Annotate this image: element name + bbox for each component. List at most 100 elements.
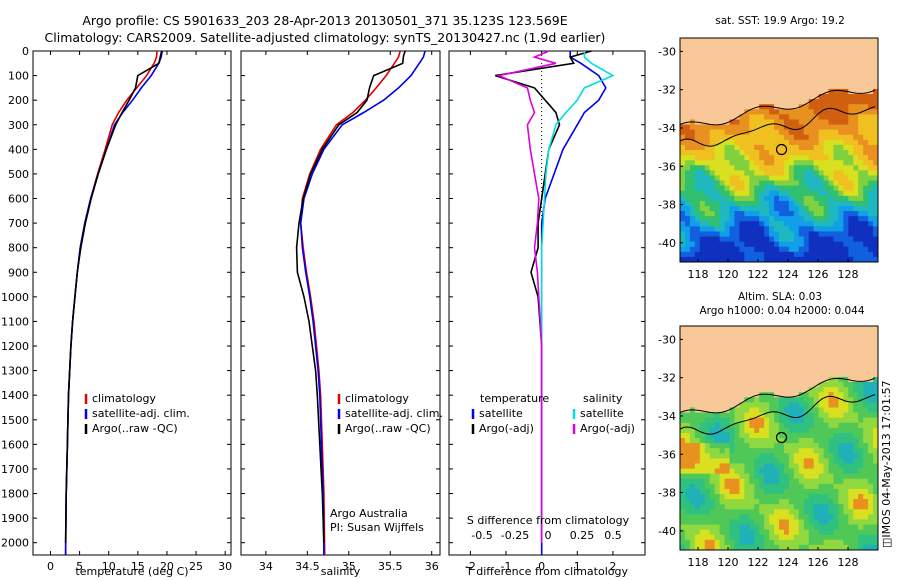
temperature-axis-label: temperature (deg C) (75, 565, 188, 578)
x-tick-label: 1 (574, 560, 581, 573)
sst-map-title: sat. SST: 19.9 Argo: 19.2 (715, 15, 845, 27)
x-tick-label: 35.5 (378, 560, 403, 573)
sla-lat-tick-label: -30 (658, 333, 676, 346)
depth-tick-label: 1800 (1, 488, 29, 501)
sla-map-frame (679, 325, 879, 551)
plot-frame-3 (448, 50, 646, 556)
depth-tick-label: 0 (22, 45, 29, 58)
temperature-legend-label: Argo(..raw -QC) (92, 422, 178, 435)
sst-lat-tick-label: -36 (658, 160, 676, 173)
depth-tick-label: 1900 (1, 512, 29, 525)
temperature-legend-label: climatology (92, 392, 156, 405)
depth-tick-label: 1500 (1, 414, 29, 427)
depth-tick-label: 1400 (1, 389, 29, 402)
x-tick-label: 36 (425, 560, 439, 573)
x-tick-label: 10 (102, 560, 116, 573)
salinity-legend-label: climatology (345, 392, 409, 405)
sla-lat-tick-label: -40 (658, 525, 676, 538)
depth-tick-label: 1000 (1, 291, 29, 304)
series-line-satellite-adj-clim- (299, 50, 426, 556)
profile-title: Argo profile: CS 5901633_203 28-Apr-2013… (82, 13, 568, 28)
depth-tick-label: 800 (8, 242, 29, 255)
sst-float-marker (775, 143, 788, 156)
sla-lon-tick-label: 128 (838, 556, 859, 569)
t-difference-axis-label: T difference from climatology (465, 565, 628, 578)
sst-lat-tick-label: -34 (658, 122, 676, 135)
sla-lat-tick-label: -32 (658, 372, 676, 385)
salinity-legend-label: satellite-adj. clim. (345, 407, 443, 420)
sst-map-frame (679, 37, 879, 263)
x-tick-label: 2 (609, 560, 616, 573)
sst-lat-tick-label: -40 (658, 237, 676, 250)
depth-tick-label: 1700 (1, 463, 29, 476)
imos-logo-icon: ◫ (880, 537, 893, 548)
temperature-legend-label: satellite-adj. clim. (92, 407, 190, 420)
plot-frame-2 (240, 50, 441, 556)
depth-tick-label: 900 (8, 266, 29, 279)
institution-note: Argo Australia (330, 507, 408, 520)
diff-salinity-legend-label: Argo(-adj) (580, 422, 635, 435)
diff-salinity-legend-label: satellite (580, 407, 624, 420)
depth-tick-label: 700 (8, 217, 29, 230)
x-tick-label: 0 (47, 560, 54, 573)
depth-tick-label: 100 (8, 70, 29, 83)
x-tick-label: -2 (465, 560, 476, 573)
x-tick-label: 34 (259, 560, 273, 573)
imos-timestamp: ◫IMOS 04-May-2013 17:01:57 (880, 380, 893, 548)
salinity-axis-label: salinity (321, 565, 361, 578)
depth-tick-label: 400 (8, 143, 29, 156)
series-line-argo-raw-qc- (295, 50, 406, 543)
x-tick-label: -1 (501, 560, 512, 573)
sla-lat-tick-label: -34 (658, 410, 676, 423)
series-line-argo-raw-qc- (64, 50, 163, 543)
series-line-salinity-argo-adj- (496, 50, 557, 543)
x-tick-label: 35 (342, 560, 356, 573)
x-tick-label: 25 (189, 560, 203, 573)
diff-temperature-legend-label: Argo(-adj) (479, 422, 534, 435)
diff-temperature-legend-label: satellite (479, 407, 523, 420)
x-tick-label: 34.5 (295, 560, 320, 573)
sst-lat-tick-label: -32 (658, 84, 676, 97)
depth-tick-label: 2000 (1, 537, 29, 550)
sla-lon-tick-label: 118 (688, 556, 709, 569)
sst-lon-tick-label: 120 (718, 268, 739, 281)
sla-lon-tick-label: 126 (808, 556, 829, 569)
depth-tick-label: 1200 (1, 340, 29, 353)
x-tick-label: 20 (160, 560, 174, 573)
sla-coastline (679, 377, 876, 414)
temperature-legend-title: temperature (480, 392, 549, 405)
pi-note: PI: Susan Wijffels (330, 521, 424, 534)
sla-lat-tick-label: -38 (658, 487, 676, 500)
sla-map-raster (680, 326, 879, 551)
s-diff-tick-label: -0.5 (471, 529, 492, 542)
depth-tick-label: 1100 (1, 315, 29, 328)
depth-tick-label: 300 (8, 119, 29, 132)
sst-lon-tick-label: 118 (688, 268, 709, 281)
sla-lon-tick-label: 122 (748, 556, 769, 569)
sst-coastline (679, 89, 876, 126)
depth-tick-label: 1600 (1, 438, 29, 451)
plot-frame-1 (32, 50, 232, 556)
s-difference-axis-label: S difference from climatology (467, 514, 630, 527)
sst-lat-tick-label: -38 (658, 199, 676, 212)
x-tick-label: 15 (131, 560, 145, 573)
sst-lon-tick-label: 126 (808, 268, 829, 281)
sst-lon-tick-label: 124 (778, 268, 799, 281)
sla-lon-tick-label: 120 (718, 556, 739, 569)
x-tick-label: 0 (538, 560, 545, 573)
sla-map-title-2: Argo h1000: 0.04 h2000: 0.044 (699, 305, 865, 317)
depth-tick-label: 500 (8, 168, 29, 181)
sla-shelf-contour (679, 394, 876, 435)
sst-lat-tick-label: -30 (658, 45, 676, 58)
salinity-legend-label: Argo(..raw -QC) (345, 422, 431, 435)
x-tick-label: 5 (76, 560, 83, 573)
sla-float-marker (775, 431, 788, 444)
sla-lon-tick-label: 124 (778, 556, 799, 569)
depth-tick-label: 200 (8, 94, 29, 107)
climatology-subtitle: Climatology: CARS2009. Satellite-adjuste… (44, 30, 606, 45)
sst-lon-tick-label: 122 (748, 268, 769, 281)
depth-tick-label: 600 (8, 193, 29, 206)
s-diff-tick-label: 0.5 (604, 529, 622, 542)
sst-map-raster (680, 38, 879, 263)
